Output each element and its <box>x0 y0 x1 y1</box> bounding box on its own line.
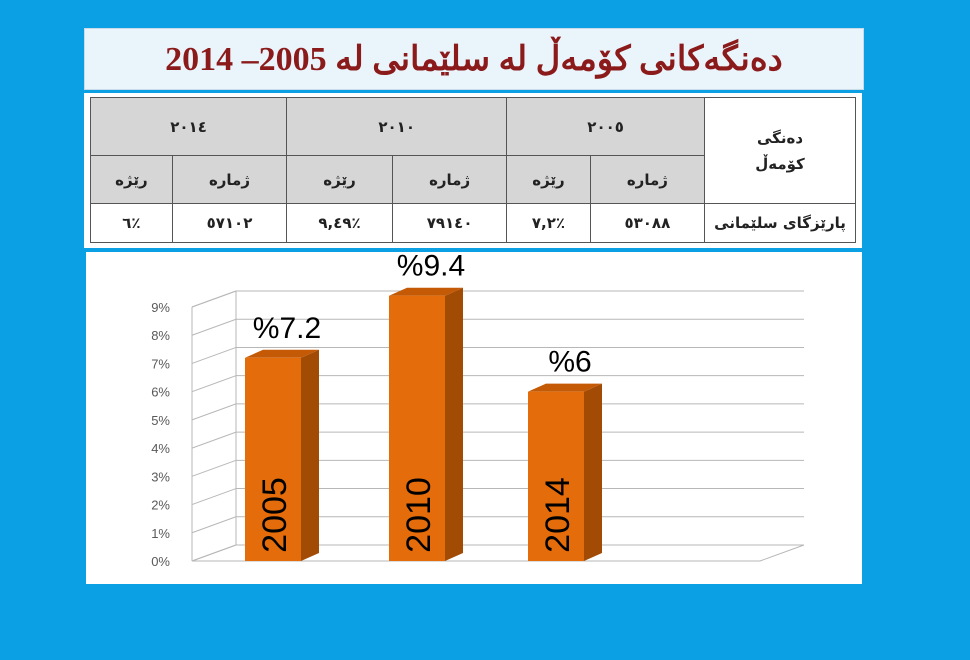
side-gridline <box>191 403 237 421</box>
subheader-count: ژمارە <box>589 155 706 204</box>
year-header-2014: ٢٠١٤ <box>89 97 288 156</box>
bar-side-2014 <box>584 383 602 561</box>
bar-top-2010 <box>389 287 463 296</box>
back-wall-top <box>191 290 804 308</box>
year-header-2010: ٢٠١٠ <box>286 97 508 156</box>
bar-2005 <box>245 357 301 561</box>
bar-2014 <box>528 391 584 561</box>
data-label-2005: %7.2 <box>253 312 321 345</box>
chart-panel: 0% 1% 2% 3% 4% 5% 6% 7% 8% 9% 2005 %7.2 2010 %9.4 2014… <box>86 250 862 584</box>
side-gridline <box>191 318 237 336</box>
y-tick-label: 7% <box>151 356 170 371</box>
side-gridline <box>191 488 237 506</box>
y-tick-label: 5% <box>151 413 170 428</box>
y-tick-label: 4% <box>151 441 170 456</box>
title-banner: دەنگەکانی کۆمەڵ لە سلێمانی لە 2005– 2014 <box>84 28 864 90</box>
side-gridline <box>191 516 237 534</box>
side-gridline <box>191 346 237 364</box>
cell-ratio-2014: ٪٦ <box>90 203 173 243</box>
cell-ratio-2005: ٪٧,٢ <box>506 203 591 243</box>
y-tick-label: 3% <box>151 469 170 484</box>
cell-count-2014: ٥٧١٠٢ <box>171 203 288 243</box>
cell-count-2005: ٥٣٠٨٨ <box>589 203 706 243</box>
row-header-cell: دەنگی کۆمەڵ <box>704 97 856 204</box>
year-header-2005: ٢٠٠٥ <box>506 97 705 156</box>
bar-2010 <box>389 295 445 561</box>
data-label-2014: %6 <box>548 346 591 379</box>
side-gridline <box>191 290 237 308</box>
subheader-count: ژمارە <box>391 155 508 204</box>
y-tick-label: 8% <box>151 328 170 343</box>
y-tick-label: 1% <box>151 526 170 541</box>
subheader-ratio: رێژە <box>286 155 393 204</box>
bar-top-2014 <box>528 383 602 392</box>
category-label-2005: 2005 <box>256 477 294 553</box>
data-label-2010: %9.4 <box>397 252 465 283</box>
category-label-2010: 2010 <box>400 477 438 553</box>
bar-top-2005 <box>245 349 319 358</box>
y-tick-label: 6% <box>151 385 170 400</box>
votes-table: دەنگی کۆمەڵ ٢٠٠٥ ٢٠١٠ ٢٠١٤ ژمارە رێژە ژم… <box>89 97 856 243</box>
subheader-ratio: رێژە <box>90 155 173 204</box>
bar-chart: 0% 1% 2% 3% 4% 5% 6% 7% 8% 9% 2005 %7.2 2010 %9.4 2014… <box>151 250 805 569</box>
side-gridline <box>191 459 237 477</box>
cell-ratio-2010: ٪٩,٤٩ <box>286 203 393 243</box>
subheader-count: ژمارە <box>171 155 288 204</box>
bar-side-2010 <box>445 287 463 561</box>
cell-count-2010: ٧٩١٤٠ <box>391 203 508 243</box>
row-label: پارێزگای سلێمانی <box>704 203 856 243</box>
votes-table-panel: دەنگی کۆمەڵ ٢٠٠٥ ٢٠١٠ ٢٠١٤ ژمارە رێژە ژم… <box>84 93 862 248</box>
page-title: دەنگەکانی کۆمەڵ لە سلێمانی لە 2005– 2014 <box>165 41 783 78</box>
side-gridline <box>191 431 237 449</box>
row-header: دەنگی کۆمەڵ <box>755 128 805 173</box>
bar-side-2005 <box>301 349 319 561</box>
y-tick-label: 9% <box>151 300 170 315</box>
y-tick-label: 0% <box>151 554 170 569</box>
category-label-2014: 2014 <box>539 477 577 553</box>
y-tick-label: 2% <box>151 498 170 513</box>
side-gridline <box>191 375 237 393</box>
subheader-ratio: رێژە <box>506 155 591 204</box>
